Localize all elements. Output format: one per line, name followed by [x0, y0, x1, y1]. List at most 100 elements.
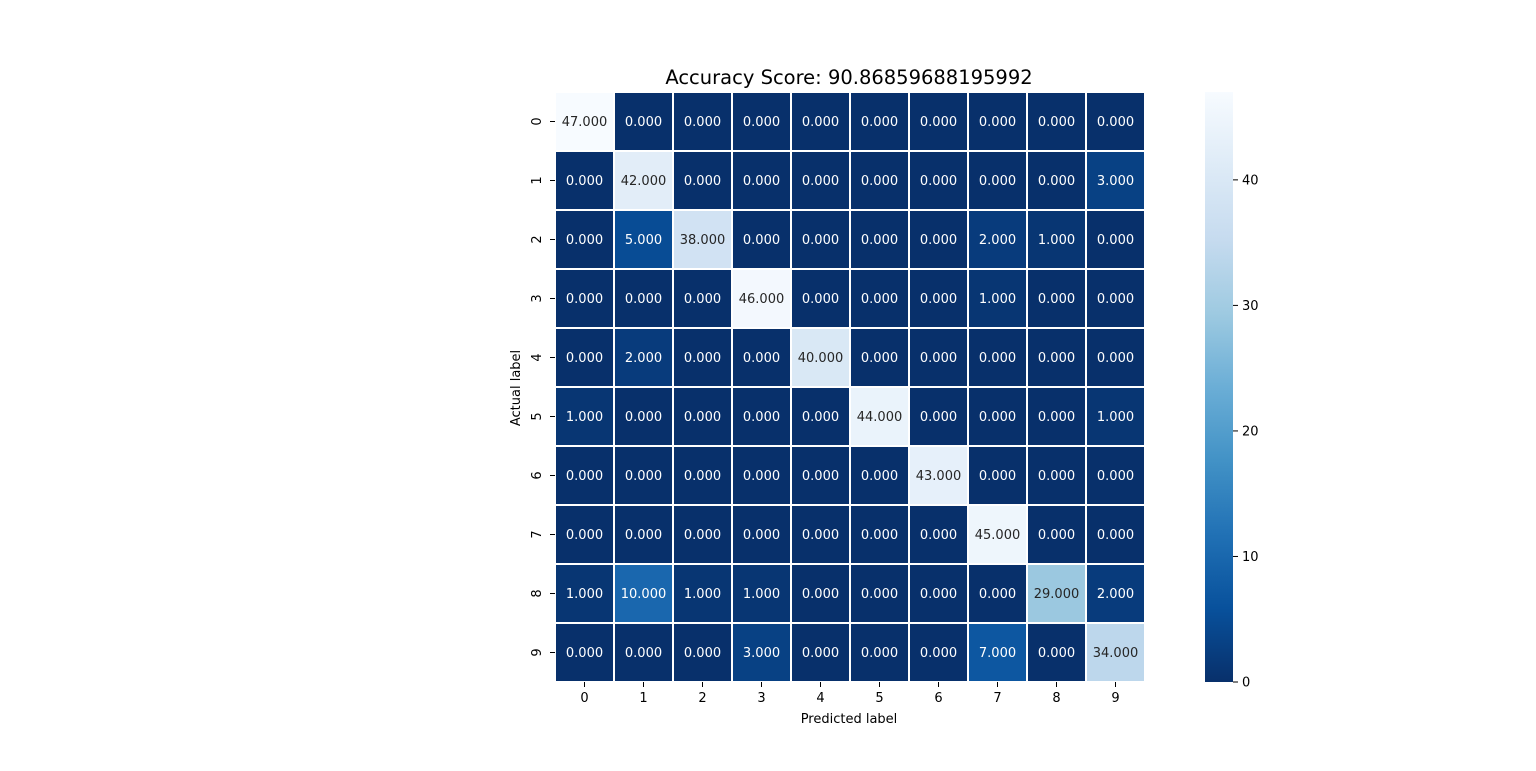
x-axis: 0 1 2 3 4 5 6 7 8 9	[580, 682, 1120, 706]
cell-label: 0.000	[920, 587, 957, 602]
cell-label: 0.000	[1097, 469, 1134, 484]
cell-label: 0.000	[1038, 174, 1075, 189]
cell-label: 7.000	[979, 646, 1016, 661]
cell-label: 0.000	[1097, 292, 1134, 307]
heatmap-cell	[1026, 445, 1087, 506]
colorbar-tick-label: 30	[1242, 299, 1259, 314]
heatmap-cell	[731, 150, 792, 211]
cell-label: 2.000	[979, 233, 1016, 248]
cell-label: 0.000	[625, 115, 662, 130]
heatmap-cell	[672, 386, 733, 447]
colorbar: 0 10 20 30 40	[1205, 92, 1259, 691]
cell-label: 0.000	[743, 115, 780, 130]
cell-label: 0.000	[979, 410, 1016, 425]
cell-label: 0.000	[684, 115, 721, 130]
heatmap-cell	[1085, 150, 1146, 211]
cell-label: 0.000	[802, 174, 839, 189]
heatmap-cell	[967, 563, 1028, 624]
heatmap-cell	[1085, 622, 1146, 683]
cell-label: 0.000	[979, 469, 1016, 484]
heatmap-cell	[908, 622, 969, 683]
heatmap-cell	[1026, 209, 1087, 270]
cell-label: 0.000	[1038, 115, 1075, 130]
cell-label: 0.000	[566, 646, 603, 661]
heatmap-cell	[849, 386, 910, 447]
y-tick-label: 6	[530, 471, 545, 479]
heatmap-cell	[967, 445, 1028, 506]
heatmap-cell	[1085, 563, 1146, 624]
cell-label: 2.000	[1097, 587, 1134, 602]
cell-label: 0.000	[625, 410, 662, 425]
cell-label: 0.000	[1097, 528, 1134, 543]
colorbar-tick-label: 10	[1242, 550, 1259, 565]
colorbar-tick-label: 40	[1242, 173, 1259, 188]
cell-label: 0.000	[979, 174, 1016, 189]
cell-label: 0.000	[861, 587, 898, 602]
cell-label: 0.000	[625, 469, 662, 484]
y-tick-label: 8	[530, 589, 545, 597]
heatmap-cell	[967, 327, 1028, 388]
cell-label: 40.000	[798, 351, 844, 366]
heatmap-cell	[908, 209, 969, 270]
y-tick-label: 9	[530, 648, 545, 656]
cell-label: 0.000	[802, 292, 839, 307]
cell-label: 1.000	[684, 587, 721, 602]
y-tick-label: 3	[530, 294, 545, 302]
cell-label: 0.000	[1038, 292, 1075, 307]
heatmap-cell	[1085, 504, 1146, 565]
heatmap-cell	[613, 209, 674, 270]
x-axis-label: Predicted label	[801, 712, 898, 727]
heatmap-cell	[731, 504, 792, 565]
x-tick-label: 7	[993, 691, 1001, 706]
cell-label: 0.000	[920, 233, 957, 248]
heatmap-cell	[672, 504, 733, 565]
heatmap-cell	[908, 268, 969, 329]
cell-label: 0.000	[566, 469, 603, 484]
cell-label: 0.000	[802, 115, 839, 130]
cell-label: 0.000	[920, 410, 957, 425]
cell-label: 44.000	[857, 410, 903, 425]
colorbar-tick-label: 0	[1242, 676, 1250, 691]
y-axis: 0 1 2 3 4 5 6 7 8 9	[530, 117, 555, 657]
cell-label: 10.000	[621, 587, 667, 602]
cell-label: 38.000	[680, 233, 726, 248]
y-tick-label: 0	[530, 117, 545, 125]
x-tick-label: 5	[875, 691, 883, 706]
heatmap-cell	[1085, 91, 1146, 152]
heatmap-cell	[908, 150, 969, 211]
cell-label: 0.000	[684, 410, 721, 425]
cell-label: 0.000	[566, 292, 603, 307]
cell-label: 0.000	[625, 292, 662, 307]
heatmap-cell	[790, 622, 851, 683]
cell-label: 0.000	[684, 469, 721, 484]
heatmap-cell	[790, 386, 851, 447]
cell-label: 0.000	[802, 410, 839, 425]
cell-label: 29.000	[1034, 587, 1080, 602]
cell-label: 0.000	[566, 174, 603, 189]
chart-title: Accuracy Score: 90.86859688195992	[665, 66, 1032, 89]
cell-label: 0.000	[861, 174, 898, 189]
cell-label: 0.000	[979, 115, 1016, 130]
heatmap-cell	[849, 445, 910, 506]
heatmap-cell	[613, 563, 674, 624]
cell-label: 0.000	[1038, 646, 1075, 661]
cell-label: 0.000	[920, 528, 957, 543]
cell-label: 0.000	[1038, 410, 1075, 425]
cell-label: 2.000	[625, 351, 662, 366]
cell-label: 0.000	[1097, 233, 1134, 248]
heatmap-cell	[967, 504, 1028, 565]
cell-label: 0.000	[861, 469, 898, 484]
heatmap-cell	[554, 445, 615, 506]
cell-label: 0.000	[684, 292, 721, 307]
cell-label: 1.000	[566, 587, 603, 602]
cell-label: 0.000	[743, 469, 780, 484]
heatmap-grid: 47.000 0.000 0.000 0.000 0.000 0.000 0.000 0.00…	[554, 91, 1146, 683]
y-tick-label: 1	[530, 176, 545, 184]
cell-label: 3.000	[743, 646, 780, 661]
heatmap-cell	[1026, 563, 1087, 624]
cell-label: 0.000	[743, 528, 780, 543]
heatmap-cell	[1026, 622, 1087, 683]
cell-label: 0.000	[684, 528, 721, 543]
cell-label: 0.000	[1097, 115, 1134, 130]
